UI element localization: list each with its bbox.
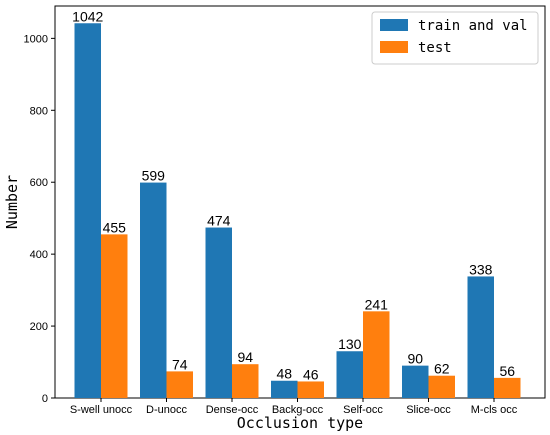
y-tick-label: 400 — [30, 249, 48, 261]
bar-test-dense-occ — [232, 364, 259, 398]
x-axis: S-well unocc D-unocc Dense-occ Backg-occ Sel… — [70, 398, 518, 416]
bar-test-self-occ — [363, 311, 390, 398]
data-label-train-and-val-d-unocc: 599 — [142, 168, 166, 184]
plot-area — [54, 5, 546, 399]
data-label-test-dense-occ: 94 — [237, 349, 253, 365]
bar-train-and-val-slice-occ — [402, 365, 429, 398]
data-label-test-self-occ: 241 — [365, 296, 389, 312]
data-label-train-and-val-m-cls-occ: 338 — [469, 261, 493, 277]
bar-test-s-well-unocc — [101, 234, 128, 398]
x-tick-label-d-unocc: D-unocc — [146, 404, 187, 416]
bar-test-backg-occ — [297, 381, 324, 398]
y-tick-label: 200 — [30, 321, 48, 333]
x-axis-label: Occlusion type — [237, 414, 363, 432]
data-label-train-and-val-dense-occ: 474 — [207, 213, 231, 229]
data-label-train-and-val-s-well-unocc: 1042 — [72, 8, 103, 24]
bar-test-slice-occ — [428, 375, 455, 398]
bar-train-and-val-backg-occ — [271, 380, 298, 398]
bar-test-m-cls-occ — [494, 377, 521, 398]
legend-box — [371, 11, 539, 65]
y-tick-label: 0 — [42, 393, 48, 405]
data-label-test-m-cls-occ: 56 — [499, 363, 515, 379]
legend-swatch-test — [380, 41, 408, 53]
bars-group — [74, 23, 521, 398]
legend: train and val test — [371, 11, 539, 65]
data-labels-group: 1042 455 599 74 474 94 48 46 130 241 90 62 338 56 — [72, 8, 515, 382]
data-label-test-backg-occ: 46 — [303, 366, 319, 382]
y-axis: 0 200 400 600 800 1000 — [24, 33, 55, 405]
bar-train-and-val-d-unocc — [140, 182, 167, 398]
bar-train-and-val-self-occ — [336, 351, 363, 398]
y-tick-label: 1000 — [24, 33, 48, 45]
data-label-test-slice-occ: 62 — [434, 361, 450, 377]
bar-train-and-val-s-well-unocc — [74, 23, 101, 398]
data-label-test-d-unocc: 74 — [172, 356, 188, 372]
data-label-train-and-val-slice-occ: 90 — [407, 351, 423, 367]
x-tick-label-dense-occ: Dense-occ — [206, 404, 259, 416]
y-tick-label: 800 — [30, 105, 48, 117]
x-tick-label-s-well-unocc: S-well unocc — [70, 404, 133, 416]
legend-label-train-and-val: train and val — [418, 18, 528, 34]
data-label-train-and-val-self-occ: 130 — [338, 336, 362, 352]
y-axis-label: Number — [3, 175, 21, 229]
x-tick-label-slice-occ: Slice-occ — [406, 404, 451, 416]
bar-test-d-unocc — [166, 371, 193, 398]
x-tick-label-backg-occ: Backg-occ — [272, 404, 324, 416]
legend-label-test: test — [418, 40, 452, 56]
bar-train-and-val-m-cls-occ — [467, 276, 494, 398]
legend-swatch-train-and-val — [380, 19, 408, 31]
data-label-train-and-val-backg-occ: 48 — [276, 366, 292, 382]
y-tick-label: 600 — [30, 177, 48, 189]
x-tick-label-self-occ: Self-occ — [343, 404, 383, 416]
x-tick-label-m-cls-occ: M-cls occ — [471, 404, 518, 416]
data-label-test-s-well-unocc: 455 — [103, 219, 127, 235]
bar-train-and-val-dense-occ — [205, 227, 232, 398]
